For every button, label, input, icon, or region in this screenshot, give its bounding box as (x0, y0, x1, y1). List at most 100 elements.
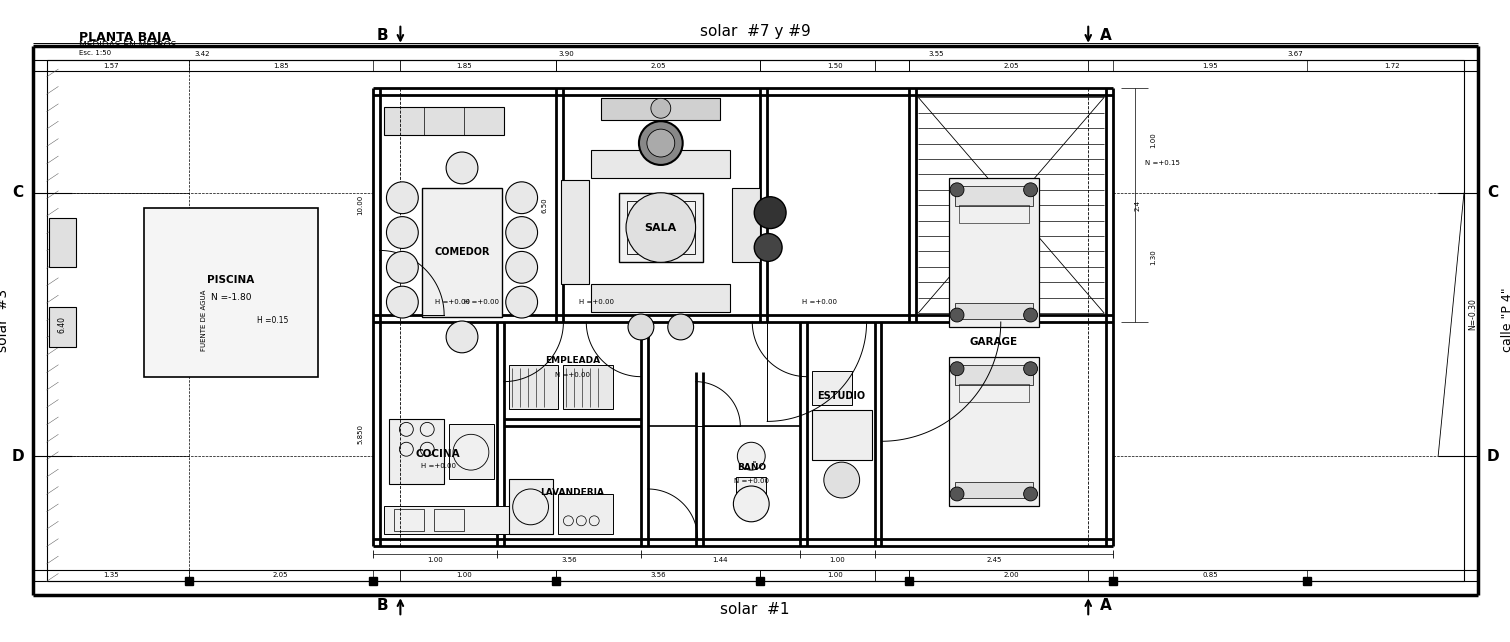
Bar (812, 410, 871, 460)
Bar (627, 201, 695, 254)
Bar (592, 150, 731, 178)
Text: 1.00: 1.00 (456, 573, 473, 578)
Bar (959, 205, 1028, 223)
Bar (553, 577, 560, 586)
Bar (757, 577, 764, 586)
Circle shape (950, 308, 963, 322)
Text: 0.85: 0.85 (1202, 573, 1219, 578)
Bar (184, 577, 193, 586)
Bar (562, 180, 589, 284)
Text: H =+0.00: H =+0.00 (435, 299, 470, 305)
Text: H =+0.00: H =+0.00 (465, 299, 500, 305)
Text: H =+0.00: H =+0.00 (578, 299, 613, 305)
Text: 1.44: 1.44 (713, 557, 728, 562)
Circle shape (387, 216, 418, 248)
Bar (143, 207, 319, 377)
Circle shape (387, 182, 418, 214)
Bar (48, 307, 77, 347)
Circle shape (445, 321, 479, 353)
Text: 3.90: 3.90 (559, 51, 574, 56)
Text: 1.35: 1.35 (103, 573, 118, 578)
Text: solar  #1: solar #1 (720, 602, 790, 617)
Text: FUENTE DE AGUA: FUENTE DE AGUA (201, 290, 207, 351)
Circle shape (950, 183, 963, 196)
Circle shape (737, 442, 766, 470)
Text: BAÑO: BAÑO (737, 463, 766, 472)
Text: calle "P 4": calle "P 4" (1501, 288, 1510, 352)
Text: B: B (376, 28, 388, 43)
Text: COCINA: COCINA (415, 449, 461, 458)
Text: GARAGE: GARAGE (969, 337, 1018, 347)
Text: N =-1.80: N =-1.80 (211, 293, 251, 302)
Circle shape (1024, 183, 1037, 196)
Bar (559, 494, 613, 534)
Text: SALA: SALA (645, 223, 676, 232)
Text: 10.00: 10.00 (358, 195, 364, 215)
Text: PLANTA BAJA: PLANTA BAJA (80, 31, 172, 44)
Text: N=-0.30: N=-0.30 (1468, 299, 1477, 331)
Bar (732, 188, 760, 263)
Text: H =+0.00: H =+0.00 (802, 299, 838, 305)
Text: 3.56: 3.56 (562, 557, 577, 562)
Text: 5.850: 5.850 (358, 424, 364, 444)
Text: 1.50: 1.50 (827, 62, 843, 69)
Bar (954, 365, 1033, 385)
Circle shape (651, 98, 670, 118)
Bar (601, 98, 720, 120)
Circle shape (824, 462, 859, 498)
Bar (1110, 577, 1117, 586)
Circle shape (639, 121, 683, 165)
Text: 2.05: 2.05 (651, 62, 666, 69)
Bar (385, 506, 524, 534)
Text: 1.00: 1.00 (1149, 133, 1155, 148)
Text: 1.72: 1.72 (1385, 62, 1400, 69)
Text: 1.85: 1.85 (273, 62, 288, 69)
Text: MEDIDAS EN METROS: MEDIDAS EN METROS (80, 41, 177, 50)
Text: 3.56: 3.56 (651, 573, 666, 578)
Circle shape (506, 252, 538, 283)
Text: D: D (12, 449, 24, 464)
Text: 2.00: 2.00 (1004, 573, 1019, 578)
Text: C: C (1487, 186, 1498, 200)
Circle shape (506, 182, 538, 214)
Bar (509, 479, 554, 534)
Text: PISCINA: PISCINA (207, 275, 255, 285)
Circle shape (667, 314, 693, 340)
Text: D: D (1486, 449, 1499, 464)
Text: H =+0.00: H =+0.00 (421, 463, 456, 469)
Bar (394, 509, 424, 531)
Circle shape (1024, 308, 1037, 322)
Text: 1.95: 1.95 (1202, 62, 1219, 69)
Text: 2.4: 2.4 (1136, 200, 1142, 211)
Text: 1.57: 1.57 (103, 62, 118, 69)
Circle shape (445, 152, 479, 184)
Bar (954, 303, 1033, 319)
Bar (950, 178, 1039, 327)
Bar (423, 188, 501, 317)
Circle shape (506, 216, 538, 248)
Bar (592, 284, 731, 312)
Bar (448, 424, 494, 479)
Bar (737, 477, 766, 497)
Bar (368, 577, 376, 586)
Circle shape (627, 193, 696, 263)
Circle shape (734, 486, 769, 522)
Bar (1303, 577, 1311, 586)
Bar (563, 365, 613, 410)
Bar (435, 509, 464, 531)
Bar (906, 577, 914, 586)
Text: 1.00: 1.00 (427, 557, 442, 562)
Text: N =+0.00: N =+0.00 (554, 372, 590, 377)
Circle shape (646, 129, 675, 157)
Bar (48, 218, 77, 267)
Text: LAVANDERIA: LAVANDERIA (541, 488, 604, 497)
Bar (509, 365, 559, 410)
Text: 3.67: 3.67 (1288, 51, 1303, 56)
Circle shape (506, 286, 538, 318)
Bar (390, 419, 444, 484)
Text: N =+0.15: N =+0.15 (1146, 160, 1181, 166)
Text: 6.40: 6.40 (57, 316, 66, 333)
Text: 1.00: 1.00 (829, 557, 846, 562)
Bar (954, 186, 1033, 205)
Text: solar  #3: solar #3 (0, 288, 9, 352)
